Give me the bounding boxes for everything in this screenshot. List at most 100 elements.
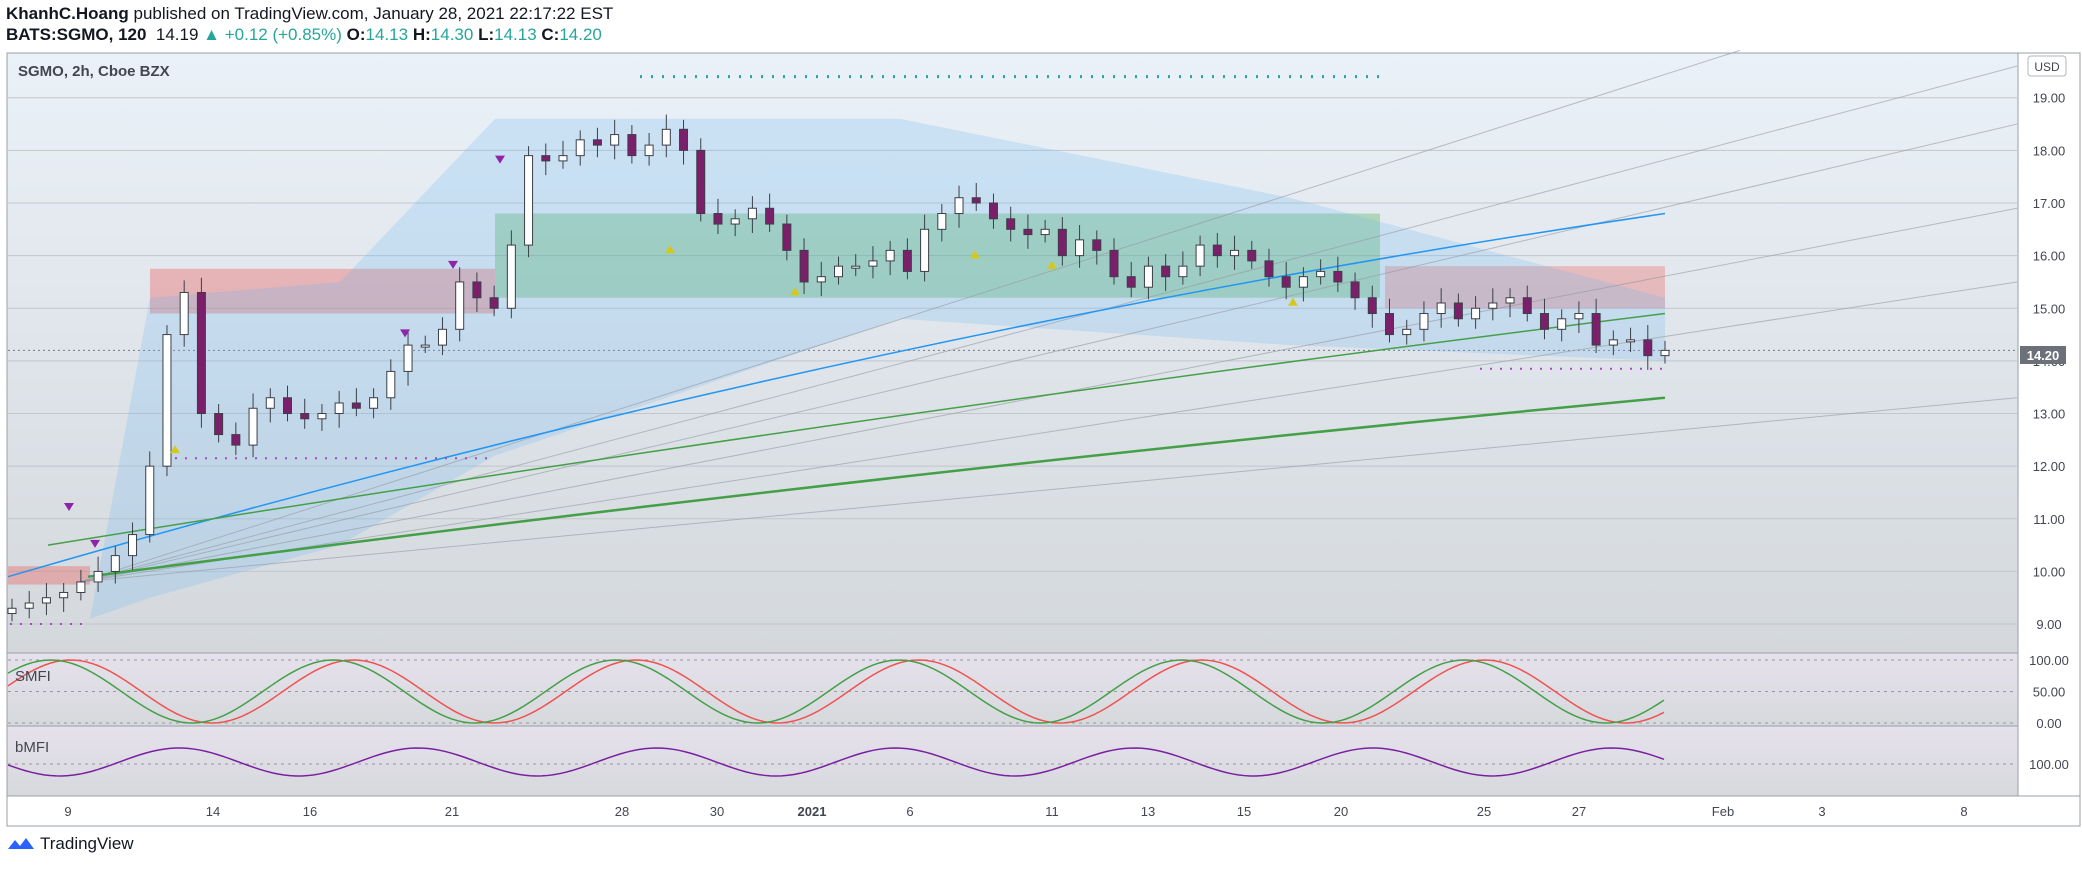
candle-body [782,223,792,251]
fan-line [79,65,2018,583]
smfi-tick-label: 50.00 [2033,685,2066,700]
candle-body [1316,270,1326,278]
smfi-line [7,659,1665,724]
open-label: O: [346,25,366,44]
candle-body [386,370,396,399]
candle-body [1350,281,1360,299]
candle-body [248,407,258,446]
price-tick-label: 9.00 [2036,617,2061,632]
candle-body [730,218,740,225]
time-axis[interactable] [6,795,2081,827]
time-tick-label: 11 [1045,804,1059,819]
candle-body [679,128,689,151]
main-pane[interactable] [6,52,2019,654]
buy-signal-marker [170,445,180,454]
candle-body [1057,228,1067,257]
open-value: 14.13 [365,25,409,44]
candle-body [868,260,878,267]
low-value: 14.13 [494,25,537,44]
candle-body [627,134,637,157]
candle-body [1161,265,1171,278]
sell-signal-marker [64,503,74,511]
buy-signal-marker [970,250,980,259]
price-tick-label: 18.00 [2033,143,2066,158]
candle-body [558,155,568,162]
price-axis[interactable] [2017,52,2081,797]
candle-body [920,228,930,272]
author-name[interactable]: KhanhC.Hoang [6,4,129,23]
candle-body [1126,276,1136,288]
time-tick-label: 27 [1572,804,1586,819]
time-tick-label: 6 [906,804,913,819]
candle-body [145,465,155,536]
candle-body [1419,313,1429,330]
sell-signal-marker [448,260,458,269]
svg-text:USD: USD [2034,60,2060,74]
candle-body [455,281,465,330]
high-label: H: [412,25,431,44]
bmfi-indicator [7,747,2017,777]
buy-signal-marker [665,245,675,254]
buy-signal-marker [1047,260,1057,269]
moving-average-lines [7,212,1666,578]
price-tick-label: 12.00 [2033,459,2066,474]
current-price-tag: 14.20 [2020,346,2066,364]
time-tick-label: 9 [64,804,71,819]
tradingview-brand[interactable]: TradingView [6,834,134,854]
candle-body [661,128,671,146]
candle-body [231,434,241,446]
candle-body [283,397,292,415]
candle-body [1006,218,1016,230]
bmfi-pane[interactable] [6,725,2019,797]
candle-body [7,607,17,615]
candle-body [610,134,620,146]
candle-body [1075,239,1085,257]
candle-body [885,249,895,262]
candle-body [300,413,310,420]
candle-body [1591,313,1601,346]
candle-body [1247,249,1257,262]
candle-body [59,591,69,599]
tradingview-logo-icon [8,838,34,849]
last-price: 14.19 [155,25,199,44]
smfi-signal-line [7,659,1665,724]
cloud-band [90,118,1665,619]
candle-body [1178,265,1188,278]
symbol-label[interactable]: BATS:SGMO, 120 [6,25,147,44]
candle-body [1471,307,1481,320]
candle-body [1212,244,1222,257]
pane-title: SGMO, 2h, Cboe BZX [18,63,170,80]
price-change: ▲ +0.12 (+0.85%) [203,25,342,44]
candle-body [93,570,103,583]
buy-signal-marker [1288,297,1298,306]
candle-body [506,244,516,309]
sell-signal-marker [90,539,100,548]
candle-body [1660,349,1670,357]
candle-body [1298,276,1308,288]
close-value: 14.20 [559,25,602,44]
price-tick-label: 17.00 [2033,196,2066,211]
bear-cloud [150,268,495,314]
candle-body [592,139,602,146]
candle-body [489,297,499,309]
price-tick-label: 16.00 [2033,249,2066,264]
sell-signal-marker [495,155,505,164]
buy-signal-marker [790,287,800,296]
price-tick-label: 11.00 [2033,512,2065,527]
currency-badge[interactable]: USD [2027,55,2067,77]
candle-body [1109,249,1119,278]
candle-body [41,597,51,604]
candle-body [76,581,86,593]
candle-body [1539,313,1549,330]
brand-text: TradingView [40,834,134,853]
candle-body [1092,239,1102,251]
time-tick-label: 25 [1477,804,1491,819]
candle-body [214,413,224,436]
candle-body [1402,328,1412,336]
candle-body [696,149,706,215]
time-tick-label: Feb [1712,804,1734,819]
candle-body [644,144,654,157]
candle-body [317,413,327,420]
close-label: C: [541,25,560,44]
